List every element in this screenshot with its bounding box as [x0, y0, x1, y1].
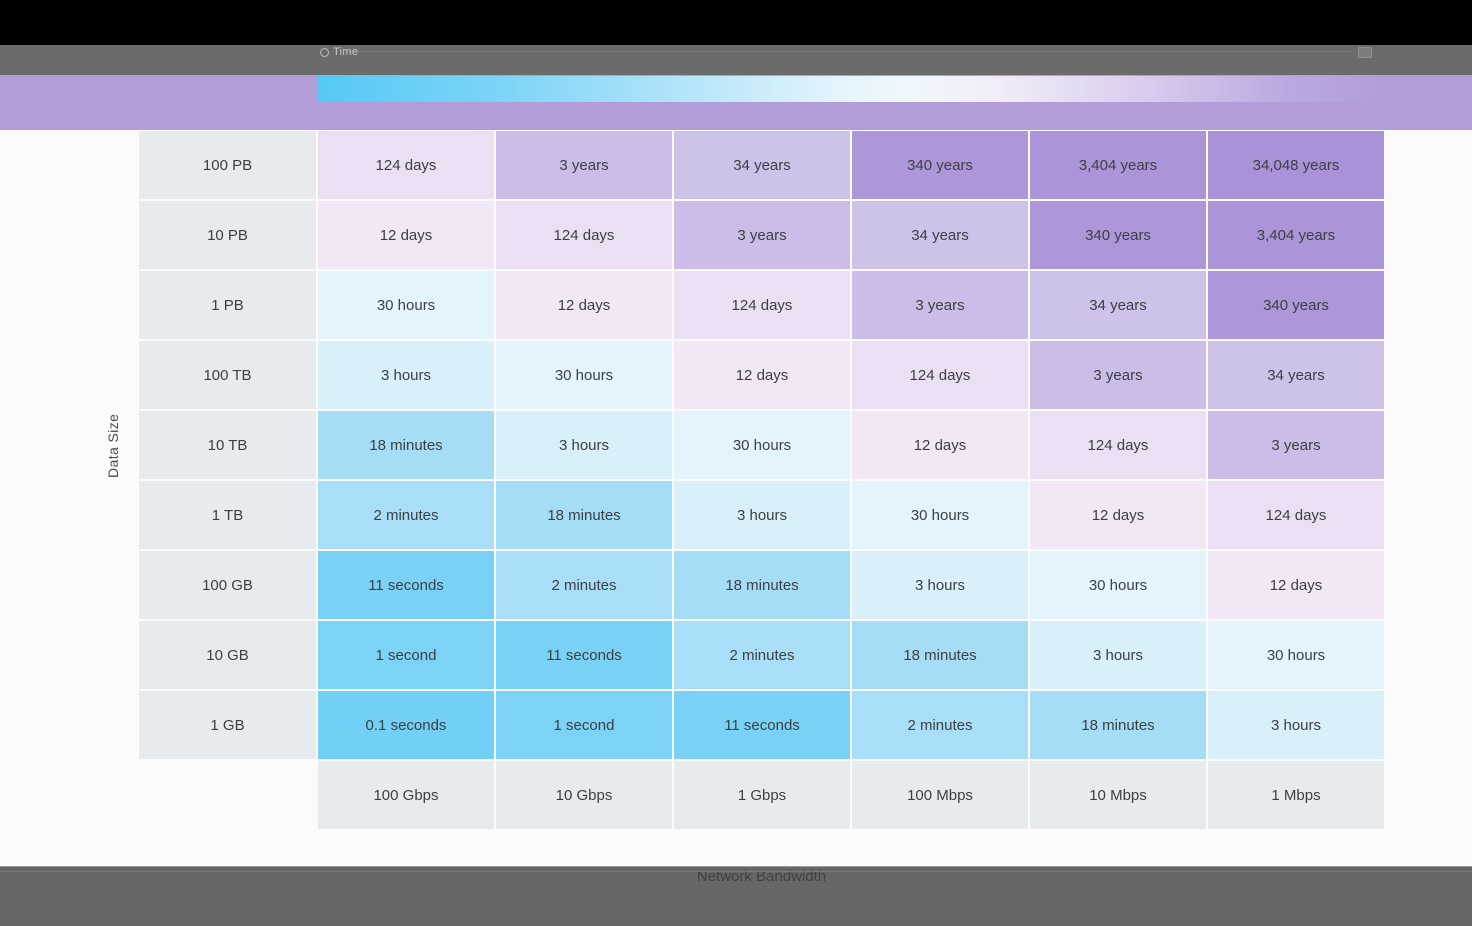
heatmap-cell: 3,404 years	[1030, 131, 1206, 199]
heatmap-cell: 34 years	[852, 201, 1028, 269]
row-label: 100 PB	[139, 131, 316, 199]
heatmap-cell: 3 years	[496, 131, 672, 199]
heatmap-cell: 11 seconds	[674, 691, 850, 759]
heatmap-cell: 124 days	[318, 131, 494, 199]
row-label: 10 GB	[139, 621, 316, 689]
heatmap-cell: 18 minutes	[318, 411, 494, 479]
clock-icon	[320, 48, 329, 57]
heatmap-cell: 2 minutes	[318, 481, 494, 549]
col-label: 100 Gbps	[318, 761, 494, 829]
heatmap-cell: 12 days	[496, 271, 672, 339]
heatmap-cell: 30 hours	[674, 411, 850, 479]
heatmap-cell: 3 years	[852, 271, 1028, 339]
heatmap-cell: 34 years	[1208, 341, 1384, 409]
heatmap-cell: 3 hours	[318, 341, 494, 409]
col-label: 1 Mbps	[1208, 761, 1384, 829]
col-label: 10 Mbps	[1030, 761, 1206, 829]
heatmap-cell: 30 hours	[318, 271, 494, 339]
col-label: 10 Gbps	[496, 761, 672, 829]
heatmap-cell: 34 years	[1030, 271, 1206, 339]
heatmap-cell: 18 minutes	[852, 621, 1028, 689]
toolbar-divider-line	[345, 51, 1352, 52]
heatmap-cell: 18 minutes	[674, 551, 850, 619]
row-label: 1 TB	[139, 481, 316, 549]
heatmap-cell: 3 hours	[1208, 691, 1384, 759]
bottom-toolbar: Network Bandwidth	[0, 866, 1472, 926]
x-axis-label: Network Bandwidth	[696, 868, 827, 885]
heatmap-cell: 124 days	[852, 341, 1028, 409]
heatmap-cell: 2 minutes	[496, 551, 672, 619]
heatmap-cell: 124 days	[1030, 411, 1206, 479]
top-toolbar: Time	[0, 45, 1472, 75]
top-black-bar	[0, 0, 1472, 45]
heatmap-cell: 2 minutes	[852, 691, 1028, 759]
heatmap-cell: 3 hours	[496, 411, 672, 479]
time-colorscale-legend	[318, 76, 1472, 102]
heatmap-cell: 12 days	[318, 201, 494, 269]
col-label: 1 Gbps	[674, 761, 850, 829]
transfer-time-heatmap: 100 PB 124 days 3 years 34 years 340 years 3,…	[139, 131, 1384, 829]
heatmap-cell: 30 hours	[1030, 551, 1206, 619]
heatmap-cell: 12 days	[674, 341, 850, 409]
col-label: 100 Mbps	[852, 761, 1028, 829]
row-label: 1 GB	[139, 691, 316, 759]
heatmap-cell: 1 second	[318, 621, 494, 689]
heatmap-cell: 124 days	[674, 271, 850, 339]
row-label: 10 PB	[139, 201, 316, 269]
heatmap-cell: 3 hours	[1030, 621, 1206, 689]
heatmap-cell: 11 seconds	[496, 621, 672, 689]
heatmap-cell: 2 minutes	[674, 621, 850, 689]
heatmap-cell: 3 years	[674, 201, 850, 269]
heatmap-cell: 1 second	[496, 691, 672, 759]
heatmap-cell: 340 years	[1030, 201, 1206, 269]
heatmap-cell: 34 years	[674, 131, 850, 199]
heatmap-cell: 3 hours	[852, 551, 1028, 619]
heatmap-cell: 124 days	[1208, 481, 1384, 549]
row-label: 100 TB	[139, 341, 316, 409]
y-axis-label: Data Size	[105, 413, 121, 479]
time-label: Time	[333, 46, 359, 58]
row-label: 1 PB	[139, 271, 316, 339]
heatmap-cell: 12 days	[1030, 481, 1206, 549]
footer-spacer	[139, 761, 316, 829]
heatmap-cell: 18 minutes	[1030, 691, 1206, 759]
heatmap-cell: 30 hours	[1208, 621, 1384, 689]
heatmap-cell: 30 hours	[496, 341, 672, 409]
heatmap-cell: 12 days	[852, 411, 1028, 479]
heatmap-cell: 3,404 years	[1208, 201, 1384, 269]
heatmap-cell: 124 days	[496, 201, 672, 269]
heatmap-cell: 3 years	[1208, 411, 1384, 479]
heatmap-cell: 340 years	[1208, 271, 1384, 339]
heatmap-cell: 3 years	[1030, 341, 1206, 409]
heatmap-cell: 0.1 seconds	[318, 691, 494, 759]
accent-band	[0, 75, 1472, 130]
heatmap-cell: 18 minutes	[496, 481, 672, 549]
grid-view-icon[interactable]	[1358, 47, 1372, 58]
row-label: 100 GB	[139, 551, 316, 619]
heatmap-cell: 30 hours	[852, 481, 1028, 549]
heatmap-cell: 34,048 years	[1208, 131, 1384, 199]
row-label: 10 TB	[139, 411, 316, 479]
heatmap-cell: 340 years	[852, 131, 1028, 199]
heatmap-cell: 3 hours	[674, 481, 850, 549]
heatmap-cell: 11 seconds	[318, 551, 494, 619]
heatmap-cell: 12 days	[1208, 551, 1384, 619]
